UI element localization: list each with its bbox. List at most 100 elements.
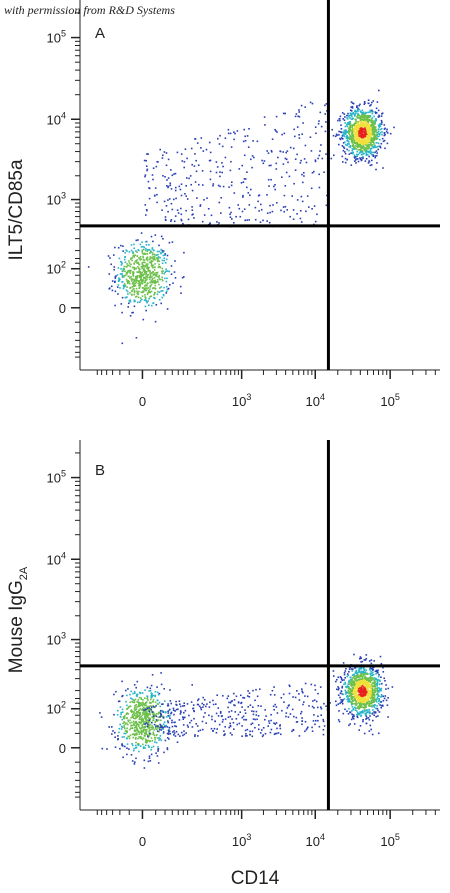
scatter-point [275, 706, 278, 708]
scatter-point [342, 146, 345, 148]
scatter-point [184, 193, 186, 195]
scatter-point [293, 128, 295, 131]
scatter-point [174, 277, 177, 279]
scatter-point [377, 148, 379, 151]
scatter-point [359, 119, 362, 122]
scatter-point [201, 170, 204, 172]
scatter-point [132, 288, 134, 291]
scatter-point [299, 210, 302, 212]
scatter-point [149, 269, 151, 272]
scatter-point [230, 184, 233, 187]
scatter-point [137, 744, 140, 747]
scatter-point [368, 703, 371, 706]
scatter-point [380, 701, 383, 703]
scatter-point [373, 137, 375, 140]
scatter-point [349, 711, 352, 714]
scatter-point [138, 290, 140, 293]
scatter-point [216, 166, 219, 168]
scatter-point [233, 222, 235, 224]
scatter-point [288, 692, 291, 695]
scatter-point [137, 725, 140, 727]
scatter-point [116, 286, 119, 288]
scatter-point [212, 183, 215, 185]
scatter-point [355, 678, 357, 680]
scatter-point [337, 119, 339, 122]
scatter-dots [87, 89, 395, 345]
scatter-point [367, 122, 369, 125]
scatter-point [356, 716, 359, 719]
scatter-point [335, 700, 337, 703]
scatter-point [368, 130, 370, 133]
scatter-point [351, 697, 354, 699]
scatter-point [143, 159, 146, 162]
scatter-point [335, 133, 338, 136]
scatter-point [357, 684, 359, 687]
scatter-point [347, 112, 349, 115]
scatter-point [364, 659, 367, 661]
scatter-point [312, 700, 314, 702]
scatter-point [281, 133, 283, 136]
scatter-point [154, 320, 157, 323]
scatter-point [174, 721, 176, 724]
scatter-point [348, 708, 350, 710]
scatter-point [380, 687, 383, 690]
scatter-point [160, 729, 163, 731]
scatter-point [156, 728, 158, 731]
scatter-point [361, 141, 364, 143]
scatter-point [222, 165, 224, 168]
scatter-point [362, 682, 365, 685]
scatter-point [378, 126, 380, 128]
scatter-point [363, 130, 366, 132]
scatter-point [139, 692, 142, 694]
scatter-point [317, 692, 319, 695]
scatter-point [135, 708, 137, 711]
scatter-point [358, 683, 361, 686]
scatter-point [374, 156, 376, 159]
scatter-point [158, 265, 160, 268]
scatter-point [363, 132, 366, 135]
scatter-point [378, 132, 380, 135]
scatter-point [143, 248, 145, 251]
scatter-point [197, 698, 200, 700]
scatter-point [326, 110, 328, 112]
scatter-point [118, 727, 121, 730]
scatter-point [369, 690, 372, 693]
scatter-point [325, 204, 328, 207]
scatter-point [138, 703, 141, 705]
scatter-point [134, 761, 136, 763]
scatter-point [142, 702, 144, 705]
scatter-point [244, 735, 247, 737]
scatter-point [145, 275, 147, 277]
scatter-point [351, 105, 354, 108]
scatter-point [365, 142, 368, 145]
scatter-point [223, 733, 226, 736]
scatter-point [269, 204, 271, 207]
scatter-point [342, 142, 345, 144]
scatter-point [161, 209, 163, 211]
scatter-point [359, 146, 362, 148]
scatter-point [108, 273, 111, 275]
scatter-point [114, 736, 116, 738]
scatter-point [140, 272, 142, 274]
scatter-point [369, 693, 372, 695]
scatter-point [197, 164, 200, 166]
scatter-point [353, 123, 356, 125]
scatter-point [153, 249, 155, 252]
scatter-point [133, 747, 135, 750]
scatter-point [165, 290, 168, 293]
scatter-point [158, 263, 160, 266]
scatter-point [128, 735, 131, 738]
scatter-point [354, 667, 356, 669]
scatter-point [150, 295, 152, 297]
scatter-point [359, 120, 361, 123]
scatter-point [355, 682, 357, 684]
scatter-point [143, 767, 146, 769]
scatter-point [140, 697, 142, 699]
scatter-point [347, 690, 349, 692]
scatter-point [359, 700, 361, 703]
scatter-point [376, 146, 379, 148]
scatter-point [359, 674, 361, 677]
scatter-point [158, 737, 160, 739]
scatter-point [369, 669, 371, 671]
scatter-point [352, 714, 355, 716]
